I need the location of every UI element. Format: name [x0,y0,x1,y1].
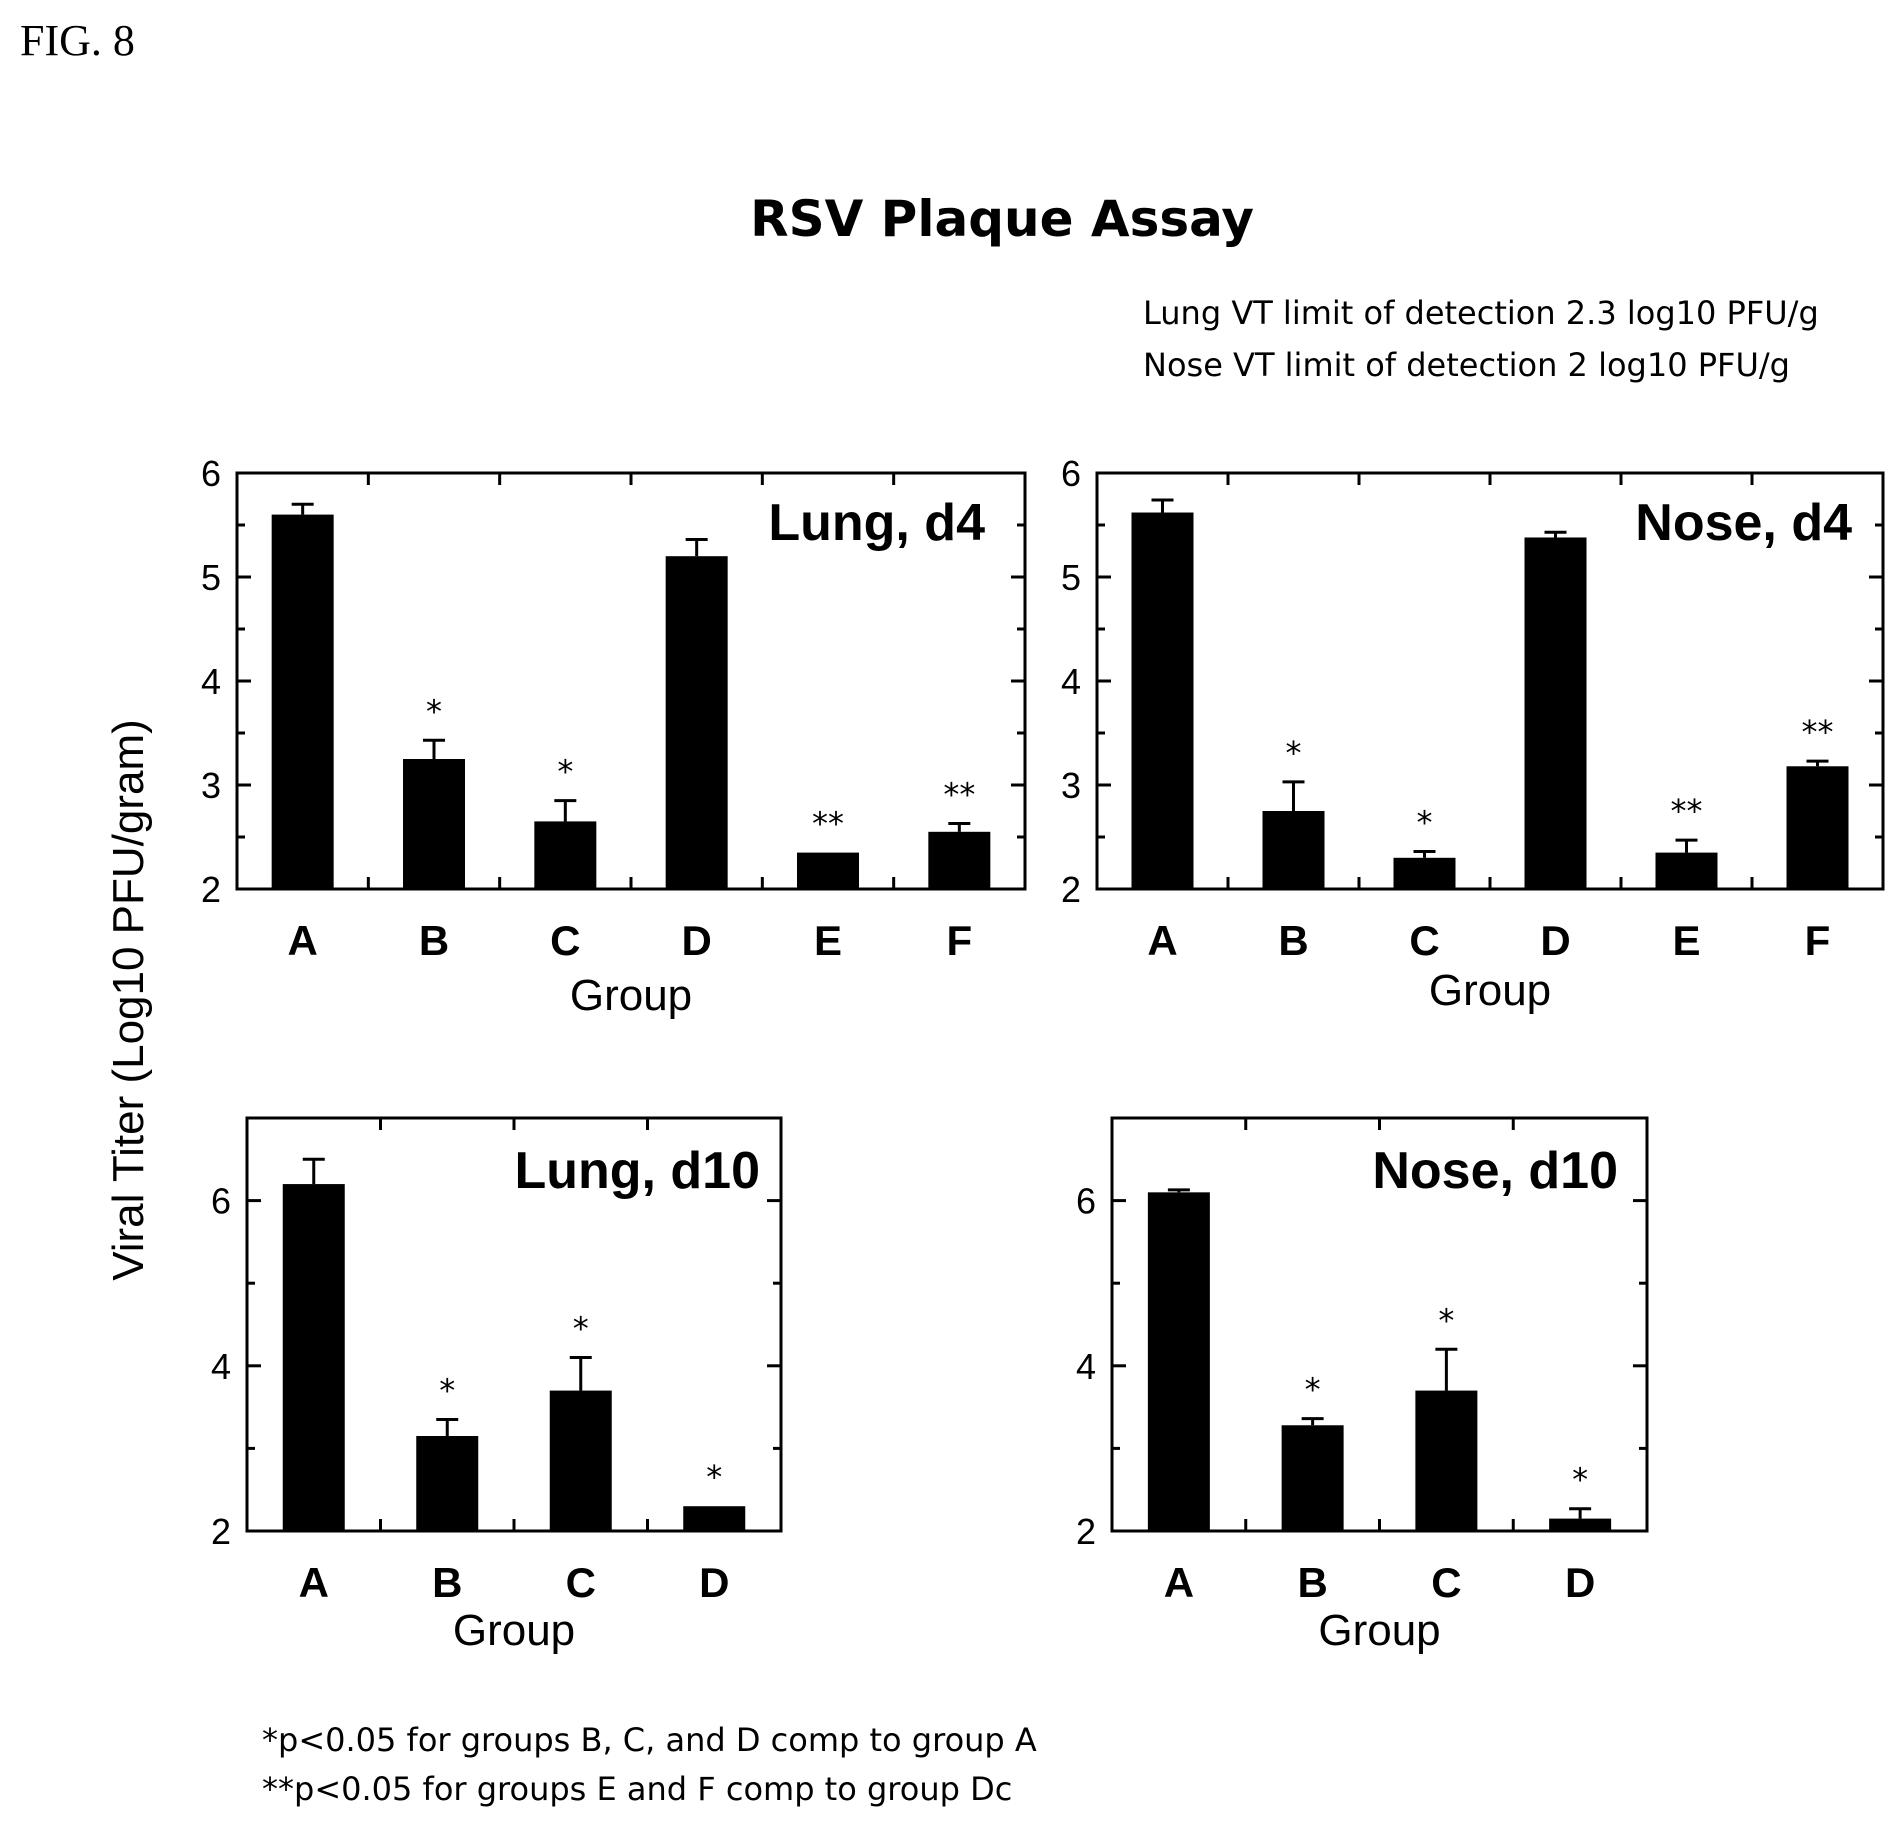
bar-a [282,1184,345,1531]
y-tick-label: 2 [1061,869,1081,910]
y-tick-label: 4 [201,661,221,702]
y-tick-label: 4 [211,1346,231,1387]
y-tick-label: 5 [1061,557,1081,598]
main-title: RSV Plaque Assay [750,190,1254,248]
bar-c [1393,857,1456,889]
detection-note-nose: Nose VT limit of detection 2 log10 PFU/g [1143,346,1790,384]
significance-marker: * [573,1310,589,1348]
significance-marker: * [1572,1461,1588,1499]
significance-marker: ** [1671,792,1703,830]
significance-marker: * [557,753,573,791]
bar-d [1524,537,1587,889]
category-label-c: C [1431,1559,1461,1606]
category-label-d: D [1540,917,1570,964]
x-axis-label: Group [570,971,692,1020]
y-tick-label: 2 [201,869,221,910]
panel-title: Lung, d4 [768,494,985,552]
panel-nose-d4: 2 3 4 5 6 A * B * C D ** E ** F Nose, d4 Group [1061,453,1885,1015]
panel-title: Nose, d10 [1372,1142,1618,1200]
significance-marker: ** [812,805,844,843]
bar-b [416,1436,479,1531]
category-label-b: B [1297,1559,1327,1606]
category-label-e: E [1672,917,1700,964]
footnote-double-star: **p<0.05 for groups E and F comp to grou… [262,1770,1012,1808]
panel-title: Nose, d4 [1635,494,1852,552]
y-tick-label: 4 [1076,1346,1096,1387]
significance-marker: * [426,692,442,730]
y-tick-label: 6 [201,453,221,494]
category-label-a: A [299,1559,329,1606]
y-tick-label: 6 [1061,453,1081,494]
panel-title: Lung, d10 [514,1142,760,1200]
bar-a [271,514,334,889]
significance-marker: * [1438,1301,1454,1339]
y-tick-label: 3 [1061,765,1081,806]
y-tick-label: 3 [201,765,221,806]
bar-a [1147,1192,1210,1531]
figure-label: FIG. 8 [20,16,135,65]
significance-marker: ** [943,775,975,813]
significance-marker: * [1417,804,1433,842]
bar-f [1786,766,1849,889]
bar-d [665,556,728,889]
y-tick-label: 5 [201,557,221,598]
category-label-b: B [432,1559,462,1606]
category-label-a: A [287,917,317,964]
category-label-d: D [699,1559,729,1606]
category-label-b: B [419,917,449,964]
category-label-a: A [1164,1559,1194,1606]
significance-marker: * [706,1458,722,1496]
y-tick-label: 2 [211,1511,231,1552]
bar-f [928,831,991,889]
significance-marker: * [1305,1371,1321,1409]
x-axis-label: Group [1318,1606,1440,1655]
y-tick-label: 4 [1061,661,1081,702]
panel-nose-d10: 2 4 6 A * B * C * D Nose, d10 Group [1076,1116,1649,1655]
bar-b [403,759,465,889]
bar-d [683,1506,746,1531]
category-label-d: D [1565,1559,1595,1606]
bar-e [1655,852,1718,889]
category-label-f: F [1805,917,1831,964]
bar-c [534,821,597,889]
detection-note-lung: Lung VT limit of detection 2.3 log10 PFU… [1143,294,1819,332]
bar-c [1415,1390,1478,1531]
panel-lung-d4: 2 3 4 5 6 A * B * C D ** E ** F Lung, d4 Group [201,453,1027,1020]
category-label-e: E [814,917,842,964]
y-tick-label: 2 [1076,1511,1096,1552]
category-label-b: B [1278,917,1308,964]
category-label-c: C [1409,917,1439,964]
category-label-d: D [681,917,711,964]
bar-c [549,1390,612,1531]
category-label-c: C [550,917,580,964]
panel-lung-d10: 2 4 6 A * B * C * D Lung, d10 Group [211,1116,783,1655]
bar-d [1549,1518,1612,1531]
significance-marker: ** [1802,713,1834,751]
significance-marker: * [439,1371,455,1409]
category-label-f: F [947,917,973,964]
footnote-single-star: *p<0.05 for groups B, C, and D comp to g… [262,1721,1037,1759]
y-tick-label: 6 [1076,1181,1096,1222]
x-axis-label: Group [1429,966,1551,1015]
bar-b [1281,1425,1344,1531]
bar-a [1131,512,1194,889]
x-axis-label: Group [453,1606,575,1655]
category-label-c: C [566,1559,596,1606]
y-axis-label: Viral Titer (Log10 PFU/gram) [104,719,153,1281]
bar-e [797,852,859,889]
y-tick-label: 6 [211,1181,231,1222]
bar-b [1262,811,1325,889]
category-label-a: A [1147,917,1177,964]
significance-marker: * [1286,734,1302,772]
